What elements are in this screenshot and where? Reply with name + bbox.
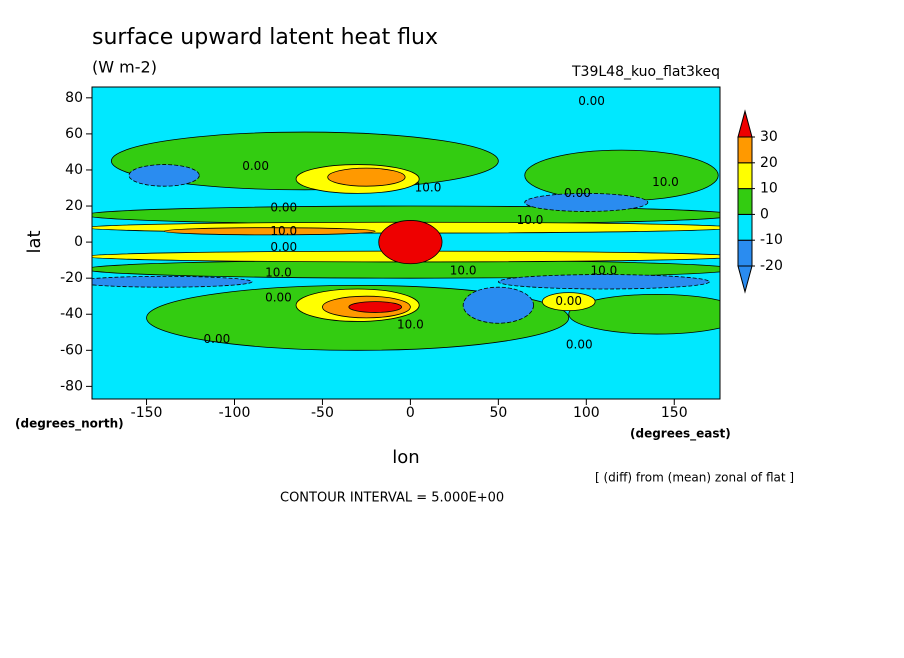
contour-label: 0.00 <box>270 200 297 214</box>
y-tick-label: -40 <box>60 306 83 322</box>
x-units: (degrees_east) <box>630 427 731 442</box>
note: [ (diff) from (mean) zonal of flat ] <box>595 471 794 485</box>
plot-field: 0.00 0.00 0.00 10.0 10.0 0.00 10.0 10.0 0.00 10.0… <box>92 87 720 399</box>
contour-label: 10.0 <box>265 265 292 279</box>
colorbar-label: -10 <box>760 232 783 248</box>
contour-label: 0.00 <box>578 94 605 108</box>
x-tick-label: -150 <box>131 405 163 421</box>
contour-region <box>163 227 376 236</box>
colorbar-label: 30 <box>760 129 778 145</box>
contour-region <box>462 286 534 324</box>
contour-label: 0.00 <box>270 240 297 254</box>
y-tick-label: 60 <box>65 126 83 142</box>
contour-interval: CONTOUR INTERVAL = 5.000E+00 <box>280 491 504 506</box>
y-axis-label: lat <box>24 230 45 253</box>
contour-label: 0.00 <box>566 337 593 351</box>
contour-region <box>524 149 719 202</box>
y-tick-label: 80 <box>65 90 83 106</box>
contour-label: 0.00 <box>555 294 582 308</box>
x-tick-label: -50 <box>311 405 334 421</box>
plot-frame <box>91 86 721 400</box>
contour-label: 10.0 <box>270 224 297 238</box>
chart-title: surface upward latent heat flux <box>92 25 438 50</box>
colorbar-box <box>737 162 753 190</box>
colorbar-label: 20 <box>760 155 778 171</box>
y-tick-label: -60 <box>60 342 83 358</box>
x-axis-label: lon <box>392 447 419 468</box>
contour-region <box>92 275 253 288</box>
x-tick-label: 100 <box>573 405 600 421</box>
contour-region <box>541 292 596 312</box>
contour-label: 10.0 <box>397 318 424 332</box>
contour-label: 10.0 <box>652 175 679 189</box>
contour-label: 10.0 <box>415 180 442 194</box>
colorbar-triangle <box>737 265 753 294</box>
x-tick-label: 50 <box>489 405 507 421</box>
contour-region <box>497 274 710 290</box>
chart-subtitle: (W m-2) <box>92 58 157 77</box>
y-tick-label: 20 <box>65 198 83 214</box>
contour-region <box>128 164 200 187</box>
contour-label: 0.00 <box>564 186 591 200</box>
colorbar-label: 0 <box>760 206 769 222</box>
contour-region <box>524 193 649 212</box>
colorbar-box <box>737 239 753 267</box>
run-label: T39L48_kuo_flat3keq <box>571 64 720 80</box>
colorbar-label: -20 <box>760 258 783 274</box>
x-tick-label: 0 <box>406 405 415 421</box>
y-tick-label: -80 <box>60 378 83 394</box>
y-units: (degrees_north) <box>15 417 124 432</box>
contour-label: 0.00 <box>204 332 231 346</box>
x-tick-label: 150 <box>661 405 688 421</box>
colorbar-label: 10 <box>760 181 778 197</box>
contour-label: 10.0 <box>450 263 477 277</box>
colorbar-box <box>737 213 753 241</box>
colorbar-box <box>737 188 753 215</box>
contour-label: 10.0 <box>517 213 544 227</box>
contour-region <box>348 301 403 313</box>
y-tick-label: 0 <box>74 234 83 250</box>
contour-label: 0.00 <box>265 291 292 305</box>
contour-label: 0.00 <box>242 159 269 173</box>
x-tick-label: -100 <box>219 405 251 421</box>
y-tick-label: 40 <box>65 162 83 178</box>
contour-region <box>327 167 406 187</box>
contour-region <box>568 294 720 335</box>
y-tick-label: -20 <box>60 270 83 286</box>
contour-region <box>378 220 443 265</box>
colorbar-triangle <box>737 109 753 138</box>
colorbar-box <box>737 136 753 164</box>
contour-label: 10.0 <box>591 263 618 277</box>
